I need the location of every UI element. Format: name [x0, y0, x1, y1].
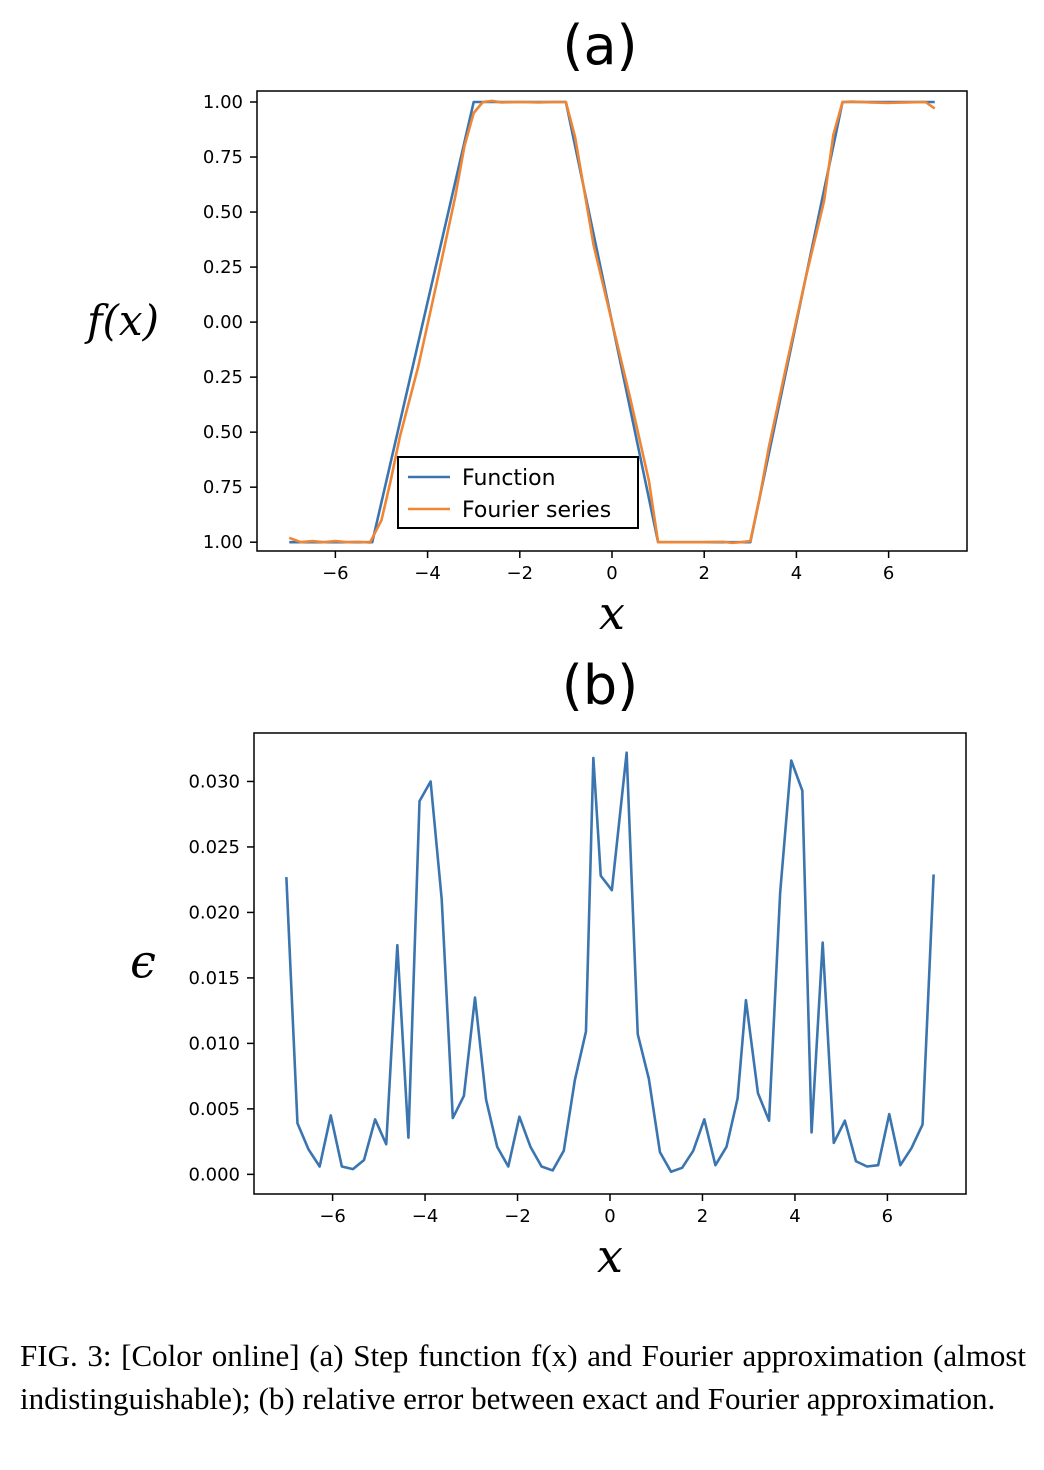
x-tick-label: 6	[882, 1206, 893, 1227]
series-line-1	[288, 99, 936, 545]
plot-frame	[253, 732, 967, 1195]
x-tick-label: −4	[412, 1206, 439, 1227]
panel-a-title: (a)	[562, 14, 638, 77]
y-tick-label: 0.25	[203, 257, 243, 278]
x-tick-label: −6	[322, 563, 349, 584]
legend-label-1: Fourier series	[462, 498, 611, 523]
x-tick-label: −2	[504, 1206, 531, 1227]
x-tick-label: −4	[414, 563, 441, 584]
y-tick-label: 0.030	[188, 771, 240, 792]
x-tick-label: 4	[791, 563, 802, 584]
y-tick-label: 0.010	[188, 1033, 240, 1054]
x-tick-label: −2	[507, 563, 534, 584]
x-tick-label: 2	[698, 563, 709, 584]
x-tick-label: 0	[604, 1206, 615, 1227]
y-tick-label: 0.015	[188, 968, 240, 989]
figure-caption: FIG. 3: [Color online] (a) Step function…	[20, 1338, 1026, 1416]
x-axis-label: x	[599, 586, 625, 640]
y-axis-label: ϵ	[130, 935, 156, 989]
x-tick-label: 2	[697, 1206, 708, 1227]
y-tick-label: 0.00	[203, 312, 243, 333]
y-tick-label: 0.25	[203, 367, 243, 388]
legend-box	[397, 456, 639, 529]
y-tick-label: 1.00	[203, 92, 243, 113]
y-tick-label: 0.005	[188, 1099, 240, 1120]
y-tick-label: 0.50	[203, 422, 243, 443]
y-tick-label: 0.75	[203, 477, 243, 498]
y-tick-label: 0.020	[188, 902, 240, 923]
y-tick-label: 0.025	[188, 837, 240, 858]
x-tick-label: 6	[883, 563, 894, 584]
series-line-0	[285, 751, 935, 1174]
x-axis-label: x	[597, 1229, 623, 1283]
legend-label-0: Function	[462, 466, 556, 491]
y-tick-label: 0.000	[188, 1164, 240, 1185]
y-tick-label: 0.75	[203, 147, 243, 168]
x-tick-label: −6	[319, 1206, 346, 1227]
y-tick-label: 0.50	[203, 202, 243, 223]
y-axis-label: f(x)	[84, 296, 159, 345]
chart-a: −6 −4 −2 0 2 4 6 1.00 0.75 0.50 0.25 0.00 0.25 0.50 0.…	[84, 90, 968, 640]
x-tick-label: 0	[606, 563, 617, 584]
x-tick-label: 4	[789, 1206, 800, 1227]
y-tick-label: 1.00	[203, 532, 243, 553]
chart-b: −6 −4 −2 0 2 4 6 0.000 0.005 0.010 0.015 0.020 0.025…	[130, 732, 967, 1283]
panel-b-title: (b)	[561, 654, 639, 717]
